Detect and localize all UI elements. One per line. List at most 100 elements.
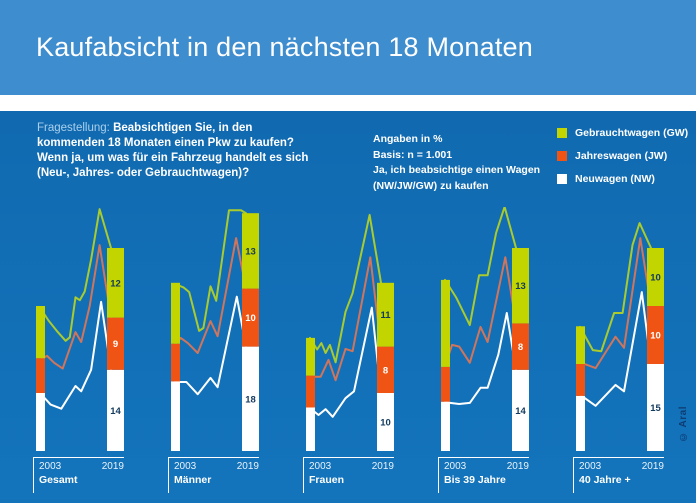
legend: Gebrauchtwagen (GW) Jahreswagen (JW) Neu… xyxy=(557,127,692,196)
chart-plot-2: 18 10 13 xyxy=(171,209,259,451)
bar-2003-segment-nw xyxy=(306,407,315,451)
chart-3: 10 8 11 2003 2019 Frauen xyxy=(303,207,394,493)
legend-label-gw: Gebrauchtwagen (GW) xyxy=(575,127,689,139)
x-axis-tick-labels: 2003 2019 xyxy=(309,461,394,472)
x-axis-2: 2003 2019 Männer xyxy=(168,457,259,493)
info-line-3: Ja, ich beabsichtige einen Wagen xyxy=(373,164,541,176)
x-axis-3: 2003 2019 Frauen xyxy=(303,457,394,493)
bar-2019-value-gw: 11 xyxy=(380,310,391,321)
x-axis-tick-labels: 2003 2019 xyxy=(174,461,259,472)
chart-plot-1: 14 9 12 xyxy=(36,208,124,451)
bar-2019-value-gw: 13 xyxy=(245,246,256,257)
x-axis-4: 2003 2019 Bis 39 Jahre xyxy=(438,457,529,493)
chart-plot-3: 10 8 11 xyxy=(306,213,394,451)
bar-2019-value-nw: 14 xyxy=(110,406,121,417)
year-label-2003: 2003 xyxy=(309,461,332,472)
bar-2019-value-gw: 13 xyxy=(515,281,526,292)
info-line-4: (NW/JW/GW) zu kaufen xyxy=(373,179,489,192)
question-text: Fragestellung: Beabsichtigen Sie, in den… xyxy=(37,121,367,181)
nw-color-swatch-icon xyxy=(557,174,567,184)
x-axis-1: 2003 2019 Gesamt xyxy=(33,457,124,493)
year-label-2019: 2019 xyxy=(371,461,394,472)
line-jw xyxy=(579,237,652,370)
bar-2019-segment-nw xyxy=(512,369,529,451)
chart-group-label: Männer xyxy=(174,474,212,486)
line-gw xyxy=(309,213,382,364)
gw-color-swatch-icon xyxy=(557,128,567,138)
bar-2003-segment-jw xyxy=(171,343,180,382)
chart-group-label: 40 Jahre + xyxy=(579,474,631,486)
question-line-1: Fragestellung: Beabsichtigen Sie, in den xyxy=(37,121,367,136)
chart-group-label: Bis 39 Jahre xyxy=(444,474,506,486)
chart-5: 15 10 10 2003 2019 40 Jahre + xyxy=(573,207,664,493)
year-label-2019: 2019 xyxy=(641,461,664,472)
bar-2003-segment-gw xyxy=(441,279,450,367)
bar-2019-value-nw: 15 xyxy=(650,403,661,414)
chart-group-label: Frauen xyxy=(309,474,345,486)
bar-2003-segment-gw xyxy=(171,282,180,344)
year-label-2003: 2003 xyxy=(39,461,62,472)
line-gw xyxy=(174,209,247,332)
legend-item-gw: Gebrauchtwagen (GW) xyxy=(557,127,692,139)
question-line-3: Wenn ja, um was für ein Fahrzeug handelt… xyxy=(37,152,309,164)
bar-2019-segment-jw xyxy=(107,317,124,370)
year-label-2003: 2003 xyxy=(444,461,467,472)
header-band: Kaufabsicht in den nächsten 18 Monaten xyxy=(0,0,696,95)
bar-2019-value-nw: 10 xyxy=(380,418,391,429)
line-nw xyxy=(39,300,112,410)
line-nw xyxy=(309,306,382,418)
bar-2019-segment-jw xyxy=(512,323,529,370)
line-gw xyxy=(39,208,112,342)
bar-2019-value-nw: 18 xyxy=(245,394,256,405)
line-jw xyxy=(309,256,382,382)
bar-2003-segment-jw xyxy=(576,364,585,396)
bar-2003-segment-jw xyxy=(441,366,450,402)
line-gw xyxy=(579,222,652,353)
year-label-2019: 2019 xyxy=(506,461,529,472)
bar-2003-segment-nw xyxy=(171,381,180,451)
question-line-2: kommenden 18 Monaten einen Pkw zu kaufen… xyxy=(37,137,294,149)
copyright-credit: © Aral xyxy=(678,406,689,442)
jw-color-swatch-icon xyxy=(557,151,567,161)
bar-2019-segment-nw xyxy=(242,346,259,451)
question-prefix: Fragestellung: xyxy=(37,122,110,134)
year-label-2019: 2019 xyxy=(101,461,124,472)
bar-2019-segment-jw xyxy=(242,288,259,347)
bar-2019-value-jw: 8 xyxy=(383,365,388,376)
bar-2019-segment-nw xyxy=(647,364,664,451)
bar-2019-value-jw: 10 xyxy=(245,313,256,324)
bar-2019-segment-nw xyxy=(107,369,124,451)
line-nw xyxy=(174,295,247,396)
bar-2003-segment-nw xyxy=(36,393,45,451)
line-jw xyxy=(174,237,247,354)
bar-2003-segment-nw xyxy=(441,401,450,451)
header-divider xyxy=(0,95,696,111)
bar-2019-segment-jw xyxy=(377,346,394,393)
bar-2003-segment-gw xyxy=(36,306,45,359)
bar-2019-value-jw: 10 xyxy=(650,331,661,342)
year-label-2003: 2003 xyxy=(579,461,602,472)
bar-2019-segment-jw xyxy=(647,306,664,364)
bar-2019-value-gw: 12 xyxy=(110,278,121,289)
chart-plot-4: 14 8 13 xyxy=(441,207,529,451)
info-unit: Angaben in % xyxy=(373,133,443,145)
bar-2019-segment-gw xyxy=(512,248,529,324)
chart-1: 14 9 12 2003 2019 Gesamt xyxy=(33,207,124,493)
bar-2003-segment-gw xyxy=(576,326,585,364)
x-axis-tick-labels: 2003 2019 xyxy=(579,461,664,472)
bar-2003-segment-jw xyxy=(306,375,315,408)
legend-item-jw: Jahreswagen (JW) xyxy=(557,150,692,162)
line-gw xyxy=(444,207,517,327)
info-text: Angaben in % Basis: n = 1.001 Ja, ich be… xyxy=(373,132,563,194)
chart-4: 14 8 13 2003 2019 Bis 39 Jahre xyxy=(438,207,529,493)
bar-2019-value-gw: 10 xyxy=(650,273,661,284)
line-nw xyxy=(579,291,652,407)
question-line-1-text: Beabsichtigen Sie, in den xyxy=(113,122,253,134)
x-axis-5: 2003 2019 40 Jahre + xyxy=(573,457,664,493)
bar-2019-segment-gw xyxy=(107,248,124,318)
x-axis-tick-labels: 2003 2019 xyxy=(444,461,529,472)
bar-2019-segment-nw xyxy=(377,393,394,451)
bar-2019-value-nw: 14 xyxy=(515,406,526,417)
line-jw xyxy=(39,244,112,370)
bar-2019-value-jw: 9 xyxy=(113,339,118,350)
